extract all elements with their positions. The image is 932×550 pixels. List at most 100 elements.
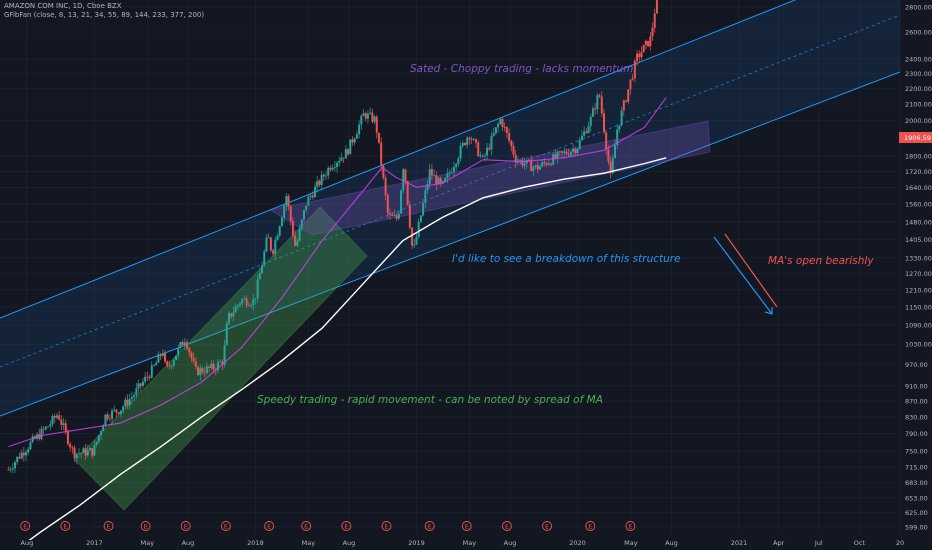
- candle-body: [406, 180, 409, 205]
- candle-body: [307, 196, 310, 206]
- candle-body: [428, 169, 431, 185]
- x-tick-label: May: [141, 539, 155, 547]
- candle-body: [395, 215, 398, 219]
- candle-body: [426, 184, 429, 191]
- candle-body: [371, 112, 374, 122]
- candle-body: [578, 140, 581, 149]
- channel-upper-line: [0, 0, 797, 319]
- y-tick-label: 1405.00: [905, 236, 932, 244]
- candle-body: [510, 140, 513, 147]
- earnings-marker[interactable]: [341, 521, 352, 531]
- candle-body: [419, 215, 422, 223]
- earnings-marker[interactable]: [381, 521, 392, 531]
- candle-body: [539, 166, 541, 170]
- candle-body: [415, 237, 418, 245]
- candle-body: [340, 157, 343, 161]
- y-tick-label: 625.00: [905, 509, 928, 517]
- earnings-marker[interactable]: [501, 521, 512, 531]
- candle-body: [333, 166, 336, 168]
- candle-body: [141, 381, 144, 386]
- candle-body: [188, 348, 191, 353]
- candle-body: [16, 456, 19, 463]
- candle-body: [464, 142, 466, 145]
- candle-body: [55, 415, 58, 418]
- earnings-marker[interactable]: [625, 521, 636, 531]
- earnings-marker[interactable]: [542, 521, 553, 531]
- earnings-marker[interactable]: [20, 521, 31, 531]
- y-tick-label: 790.00: [905, 430, 928, 438]
- x-tick-label: Oct: [854, 539, 866, 547]
- candle-body: [7, 469, 10, 471]
- candle-body: [113, 409, 116, 411]
- candle-body: [391, 215, 394, 217]
- earnings-marker[interactable]: [264, 521, 275, 531]
- earnings-marker[interactable]: [301, 521, 312, 531]
- candle-body: [278, 226, 281, 236]
- earnings-marker[interactable]: [140, 521, 151, 531]
- ma-slow-line: [28, 157, 667, 540]
- candle-body: [11, 468, 14, 470]
- candle-body: [598, 95, 601, 97]
- y-tick-label: 715.00: [905, 464, 928, 472]
- earnings-marker[interactable]: [424, 521, 435, 531]
- earnings-marker-label: E: [505, 524, 509, 531]
- candle-body: [276, 235, 279, 241]
- candle-body: [614, 145, 616, 159]
- candle-body: [602, 113, 605, 133]
- candle-body: [128, 399, 131, 406]
- candle-body: [393, 215, 396, 217]
- earnings-marker-label: E: [344, 524, 348, 531]
- earnings-marker-label: E: [465, 524, 469, 531]
- candle-body: [311, 195, 314, 198]
- candle-body: [322, 174, 325, 177]
- candle-body: [86, 450, 89, 456]
- candle-body: [117, 412, 120, 414]
- candle-body: [353, 138, 356, 143]
- candle-body: [486, 147, 489, 156]
- candle-body: [62, 423, 65, 425]
- candle-body: [241, 299, 244, 304]
- price-tag-box: [899, 132, 932, 143]
- candle-body: [247, 305, 250, 307]
- earnings-marker[interactable]: [585, 521, 596, 531]
- candle-body: [210, 363, 213, 368]
- candle-body: [219, 361, 222, 363]
- candle-body: [199, 368, 202, 376]
- candle-body: [104, 414, 107, 426]
- candle-body: [446, 173, 449, 179]
- candle-body: [459, 145, 462, 159]
- candle-body: [408, 204, 411, 228]
- earnings-marker[interactable]: [180, 521, 191, 531]
- y-tick-label: 2200.00: [905, 85, 932, 93]
- candle-body: [338, 160, 341, 163]
- x-axis: Aug 2017 May Aug 2018 May Aug 2019 May Aug 2020 May…: [21, 539, 905, 547]
- candle-body: [108, 418, 111, 420]
- candle-body: [119, 410, 122, 414]
- candle-body: [437, 178, 440, 185]
- candle-body: [258, 273, 261, 280]
- earnings-marker[interactable]: [461, 521, 472, 531]
- earnings-marker[interactable]: [60, 521, 71, 531]
- y-tick-label: 970.00: [905, 361, 928, 369]
- candle-body: [20, 452, 23, 459]
- candle-body: [236, 305, 239, 307]
- candle-body: [521, 160, 524, 166]
- candle-body: [9, 469, 12, 471]
- earnings-marker[interactable]: [103, 521, 114, 531]
- candle-body: [492, 133, 495, 136]
- candle-body: [256, 279, 259, 299]
- candle-body: [144, 376, 147, 382]
- candle-body: [435, 175, 438, 185]
- candle-body: [448, 172, 451, 174]
- earnings-marker[interactable]: [220, 521, 231, 531]
- y-tick-label: 1030.00: [905, 341, 932, 349]
- candle-body: [430, 169, 433, 176]
- candle-body: [530, 160, 533, 171]
- candle-body: [287, 196, 290, 207]
- candle-body: [404, 169, 407, 181]
- candle-body: [14, 462, 16, 469]
- y-tick-label: 1480.00: [905, 218, 932, 226]
- candle-body: [536, 165, 539, 170]
- candle-body: [523, 163, 526, 166]
